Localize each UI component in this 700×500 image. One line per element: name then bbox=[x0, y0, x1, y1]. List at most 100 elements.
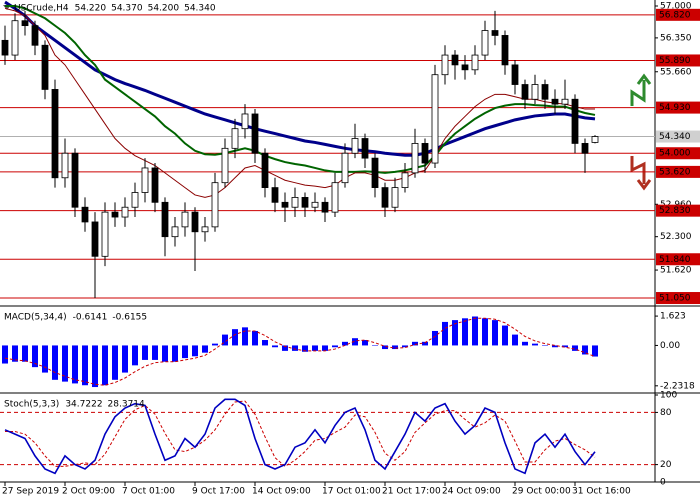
macd-bar bbox=[412, 341, 418, 346]
macd-bar bbox=[262, 340, 268, 346]
x-tick-label: 14 Oct 09:00 bbox=[252, 487, 311, 497]
candle-body bbox=[411, 143, 419, 174]
candle-body bbox=[401, 172, 409, 188]
candle-body bbox=[51, 89, 59, 179]
candle-body bbox=[581, 143, 589, 154]
x-tick-label: 31 Oct 16:00 bbox=[572, 487, 631, 497]
candle-body bbox=[431, 74, 439, 164]
x-tick-label: 9 Oct 17:00 bbox=[192, 487, 245, 497]
macd-bar bbox=[12, 345, 18, 362]
candle-body bbox=[381, 187, 389, 208]
macd-bar bbox=[82, 345, 88, 386]
indicator-line bbox=[5, 4, 596, 174]
level-label-box bbox=[656, 204, 700, 217]
level-label-box bbox=[656, 8, 700, 21]
candle-body bbox=[181, 211, 189, 228]
candle-body bbox=[101, 211, 109, 257]
candle-body bbox=[501, 35, 509, 66]
candle-body bbox=[321, 201, 329, 213]
x-tick-label: 7 Oct 01:00 bbox=[122, 487, 175, 497]
macd-bar bbox=[212, 343, 218, 346]
panel-title: MACD(5,34,4) bbox=[4, 313, 67, 323]
y-tick-label: 55.660 bbox=[660, 67, 692, 77]
macd-bar bbox=[342, 341, 348, 346]
macd-bar bbox=[542, 345, 548, 346]
candle-body bbox=[121, 206, 129, 218]
readout: 28.3714 bbox=[108, 400, 145, 410]
candle-body bbox=[391, 187, 399, 208]
macd-bar bbox=[2, 345, 8, 364]
candle-body bbox=[141, 167, 149, 193]
x-tick-label: 24 Oct 09:00 bbox=[442, 487, 501, 497]
y-tick-label: 57.000 bbox=[660, 1, 692, 11]
level-label-box bbox=[656, 147, 700, 160]
x-tick-label: 27 Sep 2019 bbox=[2, 487, 59, 497]
x-tick-label: 21 Oct 17:00 bbox=[382, 487, 441, 497]
macd-bar bbox=[462, 318, 468, 346]
macd-bar bbox=[112, 345, 118, 380]
candle-body bbox=[371, 157, 379, 188]
macd-bar bbox=[512, 334, 518, 346]
indicator-line bbox=[4, 7, 595, 198]
level-label-box bbox=[656, 54, 700, 67]
level-label: 53.620 bbox=[659, 167, 691, 177]
macd-bar bbox=[122, 345, 128, 373]
macd-bar bbox=[532, 343, 538, 346]
readout: 34.7222 bbox=[65, 400, 102, 410]
panel-title: Stoch(5,3,3) bbox=[4, 400, 59, 410]
candle-body bbox=[61, 152, 69, 179]
x-tick-label: 29 Oct 00:00 bbox=[512, 487, 571, 497]
macd-bar bbox=[402, 345, 408, 348]
candle-body bbox=[211, 182, 219, 228]
y-tick-label: 51.620 bbox=[660, 266, 692, 276]
macd-bar bbox=[562, 345, 568, 348]
macd-bar bbox=[272, 345, 278, 348]
candle-body bbox=[1, 39, 9, 56]
macd-bar bbox=[142, 345, 148, 360]
macd-bar bbox=[42, 345, 48, 373]
candle-body bbox=[251, 113, 259, 154]
candle-body bbox=[471, 54, 479, 71]
level-label: 54.000 bbox=[659, 149, 691, 159]
macd-bar bbox=[292, 345, 298, 351]
indicator-line bbox=[4, 398, 596, 475]
candle-body bbox=[291, 197, 299, 208]
readout: 54.220 bbox=[75, 4, 107, 14]
macd-bar bbox=[302, 345, 308, 352]
readout: 54.370 bbox=[111, 4, 143, 14]
macd-bar bbox=[312, 345, 318, 351]
macd-bar bbox=[252, 330, 258, 346]
macd-bar bbox=[152, 345, 158, 360]
candle-body bbox=[461, 64, 469, 71]
level-label: 54.930 bbox=[659, 103, 691, 113]
candle-body bbox=[351, 138, 359, 154]
candle-body bbox=[171, 226, 179, 238]
level-label-box bbox=[656, 101, 700, 114]
sell-arrow bbox=[630, 156, 652, 191]
candle-body bbox=[21, 20, 29, 27]
candle-body bbox=[541, 84, 549, 100]
candle-body bbox=[511, 64, 519, 85]
macd-bar bbox=[482, 318, 488, 346]
macd-bar bbox=[502, 325, 508, 346]
panel-title: USCrude,H4 bbox=[14, 4, 69, 14]
macd-bar bbox=[382, 345, 388, 350]
current-price-box bbox=[656, 130, 700, 143]
candle-body bbox=[81, 206, 89, 223]
macd-bar bbox=[332, 345, 338, 348]
y-tick-label: 56.350 bbox=[660, 33, 692, 43]
candle-body bbox=[301, 197, 309, 208]
candle-body bbox=[561, 98, 569, 105]
indicator-line bbox=[4, 317, 596, 386]
macd-bar bbox=[372, 345, 378, 346]
candle-body bbox=[491, 30, 499, 36]
level-label-box bbox=[656, 292, 700, 305]
macd-bar bbox=[52, 345, 58, 380]
macd-bar bbox=[102, 345, 108, 386]
candle-body bbox=[451, 54, 459, 66]
macd-bar bbox=[72, 345, 78, 384]
candle-body bbox=[241, 113, 249, 130]
candle-body bbox=[11, 20, 19, 56]
